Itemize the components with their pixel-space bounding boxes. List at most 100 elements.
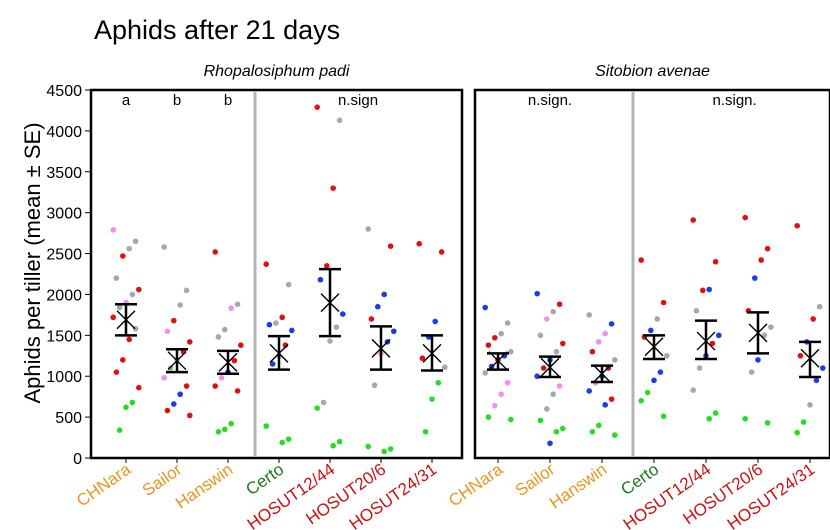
data-point (764, 420, 771, 426)
data-point (716, 332, 722, 339)
data-point (266, 321, 273, 328)
data-point (314, 104, 321, 110)
data-point (336, 438, 343, 445)
data-point (589, 429, 596, 435)
data-point (387, 446, 394, 452)
data-point (690, 217, 696, 223)
data-point (129, 291, 136, 298)
data-point (126, 336, 132, 343)
data-point (234, 301, 241, 308)
data-point (340, 311, 346, 317)
data-point (416, 240, 423, 247)
data-point (279, 439, 286, 446)
data-point (608, 396, 615, 402)
data-point (273, 320, 279, 326)
significance-label: b (224, 92, 232, 109)
data-point (508, 348, 514, 355)
mean-marker (644, 337, 664, 357)
data-point (492, 334, 498, 341)
data-point (544, 406, 550, 412)
y-tick-label: 0 (73, 451, 82, 468)
data-point (330, 185, 337, 191)
data-point (550, 308, 556, 315)
data-point (504, 320, 511, 326)
data-point (797, 352, 804, 359)
y-tick-label: 2000 (46, 287, 82, 304)
data-point (482, 370, 489, 376)
data-point (706, 286, 712, 293)
mean-marker (540, 357, 560, 377)
data-point (768, 324, 774, 330)
data-point (651, 377, 657, 384)
data-point (238, 342, 244, 348)
mean-marker (320, 293, 340, 313)
data-point (187, 339, 193, 345)
data-point (700, 287, 706, 294)
data-point (132, 238, 139, 245)
data-point (794, 222, 800, 229)
mean-marker (592, 364, 612, 384)
mean-marker (800, 348, 820, 368)
data-point (123, 404, 129, 411)
data-point (586, 388, 592, 394)
data-point (263, 423, 270, 429)
data-point (485, 414, 492, 420)
data-point (638, 257, 644, 263)
data-point (113, 369, 120, 375)
data-point (381, 448, 388, 455)
data-point (136, 384, 142, 391)
data-point (560, 340, 566, 347)
y-tick-label: 1500 (46, 328, 82, 345)
data-point (800, 419, 807, 425)
mean-marker (696, 331, 716, 351)
data-point (537, 332, 544, 339)
data-point (222, 426, 228, 433)
mean-marker (218, 352, 238, 372)
x-tick-label: Hanswin (172, 460, 236, 513)
y-axis: 0 500 1000 1500 2000 2500 3000 3500 4000 4500 (46, 83, 92, 468)
y-tick-label: 4500 (46, 83, 82, 100)
data-point (231, 357, 238, 364)
data-point (657, 369, 664, 375)
data-point (391, 328, 397, 335)
data-point (696, 365, 703, 371)
mean-marker (269, 343, 289, 363)
data-point (438, 249, 445, 255)
data-point (422, 429, 429, 435)
y-tick-label: 2500 (46, 247, 82, 264)
data-point (813, 377, 820, 384)
data-point (508, 416, 514, 423)
data-point (690, 387, 696, 393)
data-point (709, 340, 716, 347)
significance-label: n.sign (338, 92, 378, 109)
data-point (758, 257, 764, 263)
data-point (212, 249, 218, 255)
y-tick-label: 3000 (46, 206, 82, 223)
data-point (317, 276, 324, 283)
data-point (748, 369, 755, 375)
data-point (602, 330, 608, 337)
data-point (660, 299, 667, 306)
data-point (330, 442, 337, 449)
data-point (761, 332, 768, 339)
data-point (712, 410, 719, 416)
data-point (116, 427, 123, 433)
panel-title: Rhopalosiphum padi (204, 63, 350, 80)
data-point (664, 352, 670, 359)
panel-title: Sitobion avenae (595, 63, 710, 80)
data-point (285, 436, 292, 442)
data-point (504, 379, 511, 386)
data-point (660, 413, 667, 420)
data-point (324, 263, 330, 269)
data-point (654, 316, 660, 322)
data-point (752, 275, 758, 281)
data-point (164, 328, 171, 335)
panel-frame (473, 88, 830, 460)
significance-label: n.sign. (528, 92, 572, 109)
data-point (712, 258, 719, 265)
data-point (333, 324, 340, 330)
data-point (183, 383, 190, 389)
data-point (755, 357, 761, 363)
data-point (120, 357, 126, 363)
